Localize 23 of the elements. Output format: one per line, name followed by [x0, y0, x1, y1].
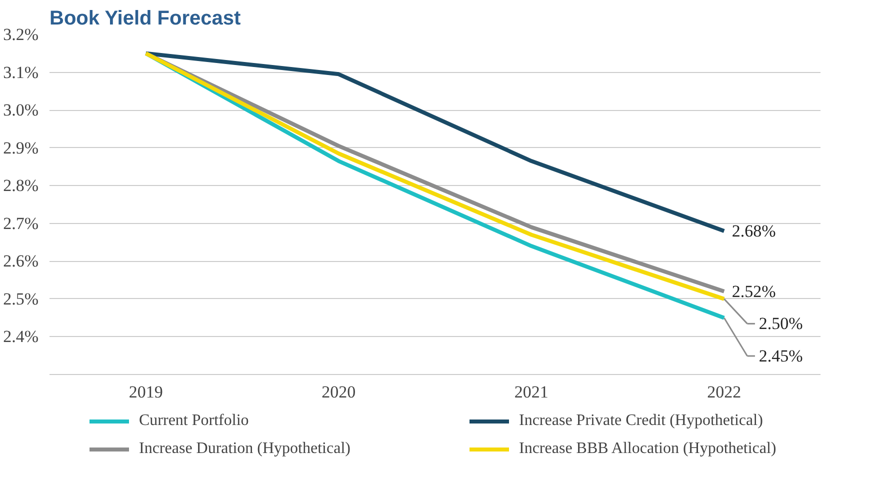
data-label: 2.68% — [732, 221, 776, 240]
legend-label: Increase BBB Allocation (Hypothetical) — [519, 440, 778, 458]
y-tick-label: 2.9% — [3, 138, 39, 158]
line-series — [144, 51, 726, 233]
legend-label: Current Portfolio — [139, 412, 250, 430]
data-label: 2.52% — [732, 282, 776, 301]
y-tick-label: 2.6% — [3, 252, 39, 271]
y-tick-label: 2.4% — [3, 327, 39, 346]
x-tick-label: 2019 — [128, 382, 163, 402]
y-tick-label: 3.1% — [3, 62, 39, 82]
x-tick-label: 2021 — [514, 382, 548, 402]
y-tick-label: 2.7% — [3, 214, 39, 233]
legend-label: Increase Duration (Hypothetical) — [139, 440, 352, 458]
y-tick-label: 3.2% — [3, 25, 39, 44]
data-label: 2.50% — [758, 314, 803, 334]
legend-label: Increase Private Credit (Hypothetical) — [519, 412, 764, 430]
data-label: 2.45% — [758, 346, 803, 366]
y-tick-label: 3.0% — [3, 100, 39, 120]
y-tick-label: 2.8% — [3, 176, 39, 196]
chart-title: Book Yield Forecast — [50, 8, 242, 30]
x-tick-label: 2022 — [707, 382, 742, 402]
x-tick-label: 2020 — [322, 382, 356, 402]
y-tick-label: 2.5% — [3, 289, 39, 308]
